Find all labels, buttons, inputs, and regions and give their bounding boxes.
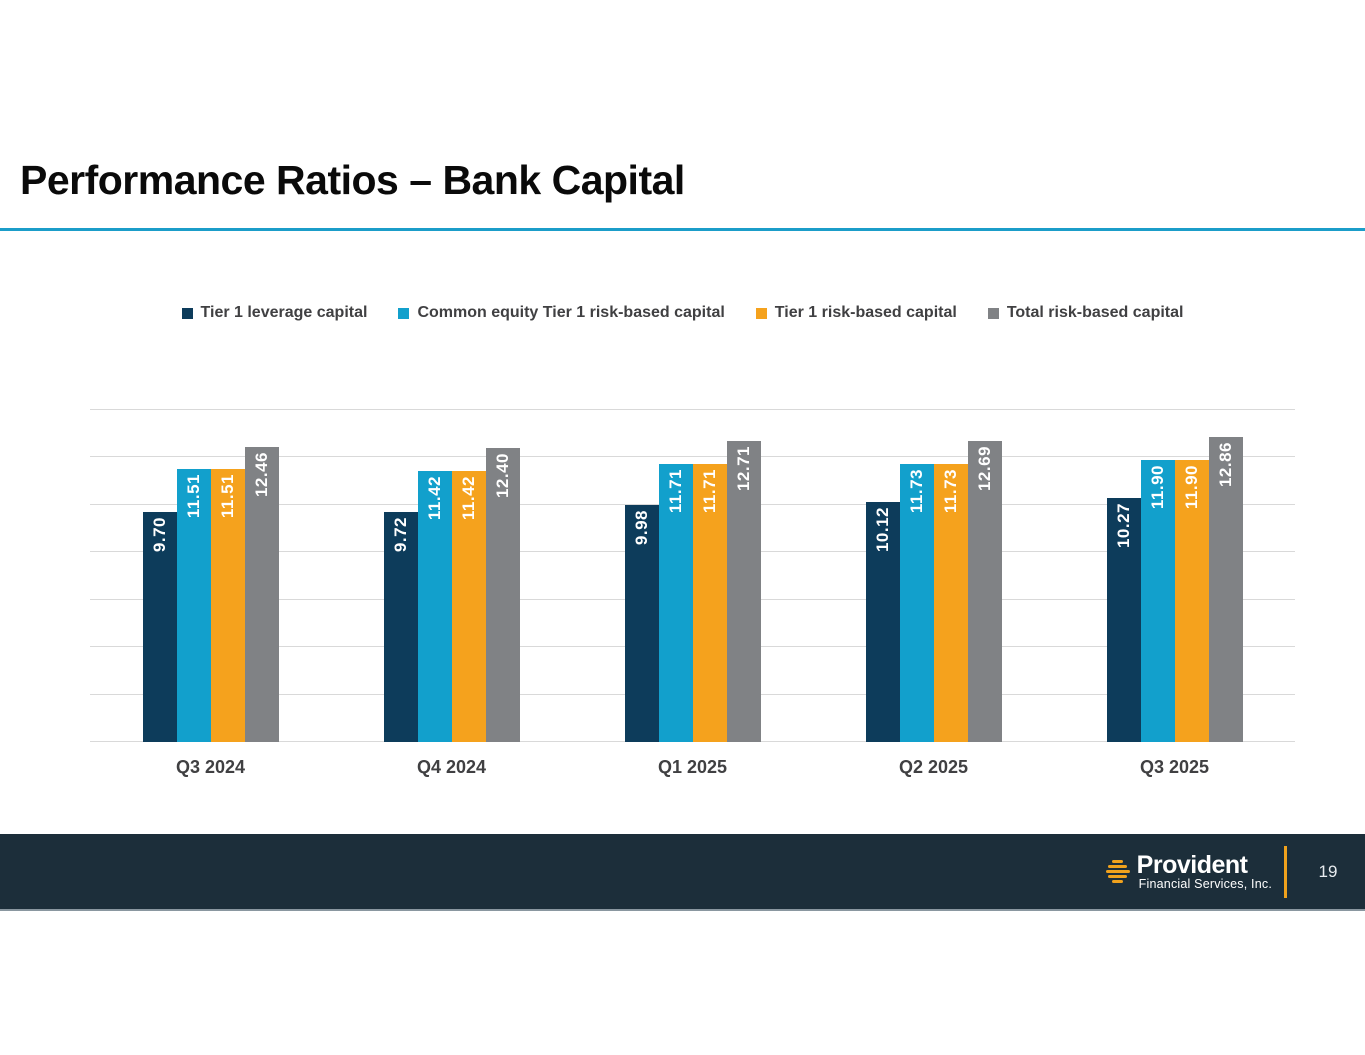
legend-item-tier-1-risk-based-capital: Tier 1 risk-based capital: [755, 304, 957, 322]
bar-value-label: 11.42: [458, 476, 478, 521]
page-number: 19: [1318, 861, 1338, 881]
bar-group-q1-2025: 9.98 11.71 11.71 12.71: [572, 410, 813, 742]
bar-value-label: 11.90: [1147, 464, 1167, 509]
bar-value-label: 11.71: [699, 469, 719, 514]
x-axis-label-q3-2024: Q3 2024: [175, 757, 246, 777]
bar-value-label: 12.46: [251, 451, 271, 497]
bar-value-label: 9.72: [390, 516, 410, 552]
bar-total-risk-based-capital: 12.69: [967, 441, 1002, 742]
title-underline: [0, 228, 1365, 231]
bar-common-equity-tier-1-risk-based-capital: 11.73: [899, 463, 934, 742]
bar-tier-1-leverage-capital: 9.70: [142, 511, 177, 742]
legend-label: Total risk-based capital: [1006, 304, 1184, 321]
bar-value-label: 12.69: [974, 446, 994, 492]
bar-value-label: 11.71: [665, 469, 685, 514]
bar-tier-1-risk-based-capital: 11.51: [210, 469, 245, 742]
bar-tier-1-leverage-capital: 10.27: [1106, 498, 1141, 742]
provident-hive-icon: [1105, 860, 1130, 883]
hive-icon-bar: [1112, 860, 1124, 863]
bar-value-label: 9.70: [149, 516, 169, 553]
bar-value-label: 12.40: [492, 452, 512, 498]
legend-item-total-risk-based-capital: Total risk-based capital: [987, 304, 1184, 322]
bar-value-label: 10.27: [1113, 503, 1133, 549]
bar-value-label: 11.51: [183, 474, 203, 519]
hive-icon-bar: [1108, 865, 1128, 868]
bar-common-equity-tier-1-risk-based-capital: 11.42: [417, 471, 452, 742]
bar-group-q3-2025: 10.27 11.90 11.90 12.86: [1054, 410, 1295, 742]
logo-wordmark: Provident Financial Services, Inc.: [1136, 850, 1272, 891]
bar-value-label: 10.12: [872, 507, 892, 553]
bar-value-label: 11.73: [906, 468, 926, 513]
bar-tier-1-leverage-capital: 10.12: [865, 502, 900, 742]
bar-tier-1-risk-based-capital: 11.42: [451, 471, 486, 742]
bar-group-q3-2024: 9.70 11.51 11.51 12.46: [90, 410, 331, 742]
bar-value-label: 11.51: [217, 474, 237, 519]
x-axis-labels: Q3 2024 Q4 2024 Q1 2025 Q2 2025 Q3 2025: [90, 757, 1295, 778]
footer-bar: Provident Financial Services, Inc. 19: [0, 834, 1365, 911]
bar-value-label: 11.90: [1181, 464, 1201, 509]
legend-swatch-icon: [755, 307, 767, 319]
bar-total-risk-based-capital: 12.40: [485, 447, 520, 742]
x-axis-label-q4-2024: Q4 2024: [416, 757, 487, 777]
legend-swatch-icon: [398, 307, 410, 319]
legend-swatch-icon: [181, 307, 193, 319]
bar-tier-1-risk-based-capital: 11.71: [692, 464, 727, 742]
bar-value-label: 12.71: [733, 445, 753, 491]
legend-label: Common equity Tier 1 risk-based capital: [417, 304, 725, 321]
hive-icon-bar: [1112, 880, 1124, 883]
bar-tier-1-leverage-capital: 9.72: [383, 511, 418, 742]
bar-groups: 9.70 11.51 11.51 12.46 9.72 11.42 11.42 12.40 9.…: [90, 410, 1295, 742]
bar-value-label: 9.98: [631, 510, 651, 546]
bar-group-q2-2025: 10.12 11.73 11.73 12.69: [813, 410, 1054, 742]
gridline-y-12: [90, 456, 1295, 458]
bar-tier-1-leverage-capital: 9.98: [624, 505, 659, 742]
legend-swatch-icon: [987, 307, 999, 319]
footer-separator: [1284, 845, 1287, 898]
bar-value-label: 11.73: [940, 468, 960, 513]
x-axis-label-q2-2025: Q2 2025: [898, 757, 969, 777]
legend-label: Tier 1 leverage capital: [200, 304, 368, 321]
bar-tier-1-risk-based-capital: 11.90: [1174, 459, 1209, 742]
logo-subtitle-text: Financial Services, Inc.: [1138, 876, 1272, 891]
bar-group-q4-2024: 9.72 11.42 11.42 12.40: [331, 410, 572, 742]
bar-value-label: 12.86: [1215, 442, 1235, 488]
bar-total-risk-based-capital: 12.46: [244, 446, 279, 742]
legend-item-common-equity-tier-1-risk-based-capital: Common equity Tier 1 risk-based capital: [398, 304, 725, 322]
chart-legend: Tier 1 leverage capital Common equity Tie…: [0, 304, 1365, 322]
bar-common-equity-tier-1-risk-based-capital: 11.90: [1140, 459, 1175, 742]
bar-total-risk-based-capital: 12.86: [1208, 437, 1243, 742]
bar-common-equity-tier-1-risk-based-capital: 11.51: [176, 469, 211, 742]
bar-total-risk-based-capital: 12.71: [726, 440, 761, 742]
gridline-y-14: [90, 409, 1295, 410]
hive-icon-bar: [1105, 870, 1130, 873]
bar-tier-1-risk-based-capital: 11.73: [933, 463, 968, 742]
legend-item-tier-1-leverage-capital: Tier 1 leverage capital: [181, 304, 368, 322]
hive-icon-bar: [1108, 875, 1128, 878]
provident-logo: Provident Financial Services, Inc.: [1105, 850, 1272, 891]
logo-brand-text: Provident: [1136, 850, 1248, 879]
page-title: Performance Ratios – Bank Capital: [20, 157, 685, 203]
x-axis-label-q1-2025: Q1 2025: [657, 757, 728, 777]
bar-common-equity-tier-1-risk-based-capital: 11.71: [658, 464, 693, 742]
legend-label: Tier 1 risk-based capital: [774, 304, 957, 321]
x-axis-label-q3-2025: Q3 2025: [1139, 757, 1210, 777]
bar-chart-plot-area: 9.70 11.51 11.51 12.46 9.72 11.42 11.42 12.40 9.…: [90, 409, 1295, 742]
bar-value-label: 11.42: [424, 476, 444, 521]
